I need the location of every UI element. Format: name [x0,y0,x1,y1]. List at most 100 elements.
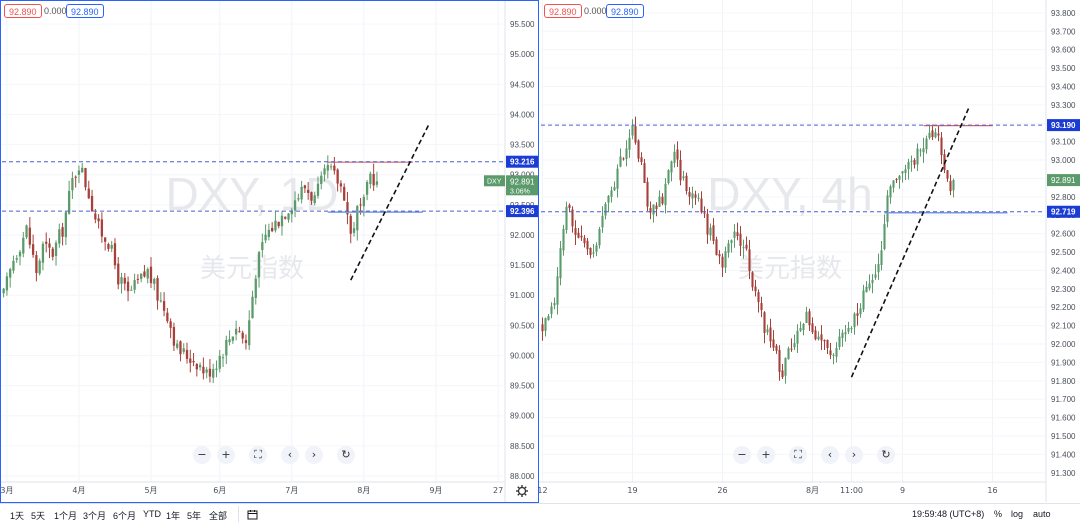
candle-body [739,233,742,246]
candle-body [622,158,625,160]
percent-toggle[interactable]: % [994,509,1003,519]
candle-body [592,252,595,254]
candle [727,239,730,258]
timeframe-3m[interactable]: 3个月 [83,511,107,521]
candle [562,224,565,256]
watermark-name: 美元指数 [200,254,304,284]
log-toggle[interactable]: log [1011,509,1024,519]
auto-toggle[interactable]: auto [1033,509,1051,519]
clock-display[interactable]: 19:59:48 (UTC+8) [912,509,985,519]
candle-body [45,241,48,244]
candle [715,236,718,256]
candle [757,289,760,313]
timeframe-5d[interactable]: 5天 [31,511,46,521]
reset-scale-icon[interactable]: ⛶ [789,446,807,464]
candle-body [826,339,829,348]
legend-open-value: 92.890 [4,4,42,18]
candle-body [244,340,248,344]
candle [51,246,54,261]
price-tick-label: 92.300 [1051,285,1076,294]
zoom-in-icon[interactable]: + [757,446,775,464]
candle-body [748,249,751,272]
timeframe-1d[interactable]: 1天 [10,511,25,521]
candle [234,320,238,341]
scroll-left-icon[interactable]: ‹ [281,446,299,464]
calendar-range-icon[interactable] [247,509,258,520]
candle-body [754,286,757,292]
candle-body [149,266,153,284]
candle-body [640,157,643,163]
candle-body [664,183,667,206]
price-tick-label: 93.100 [1051,138,1076,147]
price-tick-label: 91.600 [1051,414,1076,423]
candle [559,241,562,286]
candle-body [143,271,146,277]
candle-body [58,229,61,244]
reset-scale-icon[interactable]: ⛶ [249,446,267,464]
candle [189,349,192,373]
candle-body [61,227,64,237]
candle [640,152,643,165]
candle [898,174,901,189]
candle [649,201,652,220]
candle-body [655,205,658,210]
candle [202,357,205,380]
candle [868,274,871,291]
price-tick-label: 91.400 [1051,450,1076,459]
candle [123,273,126,291]
zoom-in-icon[interactable]: + [217,446,235,464]
candle-body [910,160,913,162]
candle-body [601,216,604,228]
candle-body [375,181,379,185]
scroll-right-icon[interactable]: › [845,446,863,464]
candle-body [544,318,547,331]
candle [336,168,339,192]
candle-body [733,231,736,238]
reset-chart-icon[interactable]: ↻ [877,446,895,464]
price-tick-label: 92.200 [1051,303,1076,312]
timeframe-5y[interactable]: 5年 [187,511,202,521]
candle [811,317,814,335]
candle-body [691,193,694,199]
timeframe-1m[interactable]: 1个月 [54,511,78,521]
legend-change-value: 0.000 [44,6,67,16]
scroll-left-icon[interactable]: ‹ [821,446,839,464]
candle [326,155,329,179]
candle-body [126,281,130,292]
candle [673,144,676,168]
timeframe-6m[interactable]: 6个月 [113,511,137,521]
candle [117,257,120,290]
candle-body [784,358,787,376]
candle [303,184,307,194]
candle-body [248,320,251,346]
scroll-right-icon[interactable]: › [305,446,323,464]
timeframe-ytd[interactable]: YTD [143,509,161,519]
candle-body [221,357,225,359]
gear-icon[interactable] [516,485,528,497]
timeframe-all[interactable]: 全部 [209,511,228,521]
candle-body [901,171,904,174]
candle-body [195,363,198,370]
candle-body [215,368,218,370]
zoom-out-icon[interactable]: − [193,446,211,464]
candle-body [359,204,362,206]
bottom-toolbar: 1天 5天 1个月 3个月 6个月 YTD 1年 5年 全部 19:59:48 … [0,503,1080,526]
timeframe-1y[interactable]: 1年 [166,511,181,521]
candle [346,191,349,225]
candle-body [580,235,583,238]
candle-body [77,170,81,175]
candle [808,308,811,331]
candle [28,217,31,249]
candle-body [607,196,610,203]
reset-chart-icon[interactable]: ↻ [337,446,355,464]
candle [838,328,841,350]
candle-body [41,243,45,263]
zoom-out-icon[interactable]: − [733,446,751,464]
time-tick-label: 11:00 [840,486,863,495]
candle-body [868,283,871,289]
candle [676,141,679,167]
candle-body [937,133,940,136]
price-tick-label: 92.000 [1051,340,1076,349]
candle-body [700,198,703,213]
candle [766,324,769,336]
